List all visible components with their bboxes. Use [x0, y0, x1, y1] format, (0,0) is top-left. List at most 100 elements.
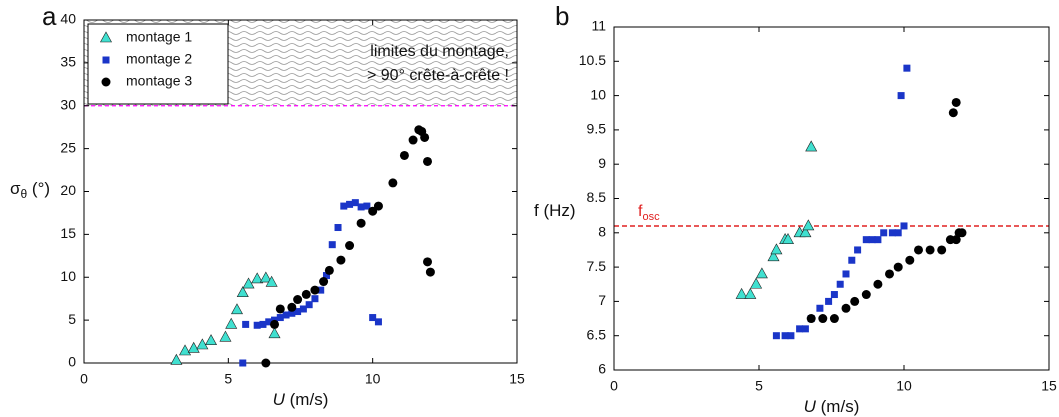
y-axis-label-part: σ	[10, 179, 21, 198]
marker	[373, 201, 383, 211]
marker	[368, 206, 378, 216]
x-axis-label-var: U	[804, 397, 817, 416]
marker	[874, 236, 882, 244]
marker	[868, 236, 876, 244]
marker	[799, 226, 812, 238]
marker	[363, 202, 371, 210]
y-axis-label-part: f (Hz)	[534, 201, 576, 220]
marker	[914, 245, 923, 255]
marker	[948, 108, 958, 118]
marker	[937, 245, 947, 255]
marker	[854, 246, 862, 254]
legend-box	[87, 23, 229, 105]
marker	[425, 267, 435, 277]
marker	[873, 279, 883, 289]
marker	[225, 317, 238, 329]
marker	[251, 272, 264, 284]
marker	[897, 92, 905, 100]
marker	[781, 332, 789, 340]
marker	[261, 358, 271, 368]
x-axis-label-unit: (m/s)	[285, 390, 328, 409]
panel-label: b	[555, 1, 569, 31]
x-axis-label-var: U	[273, 390, 286, 409]
marker	[951, 235, 961, 245]
x-tick-label: 0	[610, 378, 618, 394]
y-tick-label: 0	[68, 354, 76, 370]
marker	[735, 287, 748, 299]
reference-label-sub: osc	[642, 211, 660, 223]
marker	[802, 219, 815, 231]
marker	[311, 295, 319, 303]
marker	[861, 290, 871, 300]
marker	[268, 327, 281, 339]
marker	[334, 224, 342, 232]
marker	[399, 150, 409, 160]
x-tick-label: 15	[1041, 378, 1057, 394]
marker	[179, 344, 192, 356]
marker	[230, 303, 244, 315]
y-tick-label: 15	[60, 225, 76, 241]
marker	[196, 338, 209, 350]
marker	[205, 334, 218, 346]
marker	[830, 291, 838, 299]
marker	[253, 321, 261, 329]
marker	[829, 314, 839, 324]
marker	[903, 64, 911, 72]
marker	[236, 286, 249, 297]
marker	[351, 199, 359, 207]
marker	[324, 265, 334, 275]
marker	[893, 262, 903, 272]
y-tick-label: 7.5	[587, 258, 607, 274]
marker	[767, 250, 780, 262]
marker	[750, 277, 763, 289]
marker	[744, 287, 757, 299]
y-tick-label: 9.5	[587, 121, 607, 137]
y-tick-label: 10	[60, 268, 76, 284]
marker	[265, 275, 278, 287]
y-tick-label: 8	[598, 224, 606, 240]
marker	[408, 135, 418, 145]
marker	[293, 295, 303, 305]
marker	[420, 132, 430, 142]
marker	[388, 178, 398, 188]
marker	[888, 229, 896, 237]
marker	[880, 229, 888, 237]
marker	[806, 314, 816, 324]
marker	[301, 289, 311, 299]
y-tick-label: 6	[598, 361, 606, 377]
marker	[265, 318, 273, 326]
marker	[336, 255, 346, 265]
x-tick-label: 0	[80, 371, 88, 387]
marker	[755, 267, 768, 279]
marker	[275, 304, 285, 314]
marker	[818, 314, 828, 324]
x-axis-label: U (m/s)	[804, 397, 860, 416]
y-tick-label: 25	[60, 139, 76, 155]
y-tick-label: 40	[60, 11, 76, 27]
plot-frame	[613, 26, 1050, 371]
marker	[259, 271, 272, 283]
x-tick-label: 5	[755, 378, 763, 394]
marker	[288, 309, 296, 317]
marker	[781, 233, 795, 244]
marker	[925, 245, 935, 255]
marker	[276, 314, 284, 322]
marker	[772, 332, 780, 340]
y-tick-label: 10.5	[579, 52, 606, 68]
marker	[259, 320, 267, 328]
marker	[951, 97, 961, 107]
marker	[346, 200, 354, 208]
y-axis-label: σθ (°)	[10, 179, 50, 201]
y-tick-label: 20	[60, 182, 76, 198]
marker	[270, 319, 280, 329]
marker	[345, 241, 355, 251]
marker	[957, 228, 967, 238]
legend-label: montage 2	[126, 51, 192, 67]
y-axis-label-part: (°)	[27, 179, 50, 198]
marker	[885, 269, 894, 279]
marker	[900, 222, 908, 230]
x-tick-label: 10	[365, 371, 381, 387]
marker	[369, 314, 377, 322]
marker	[842, 270, 850, 278]
